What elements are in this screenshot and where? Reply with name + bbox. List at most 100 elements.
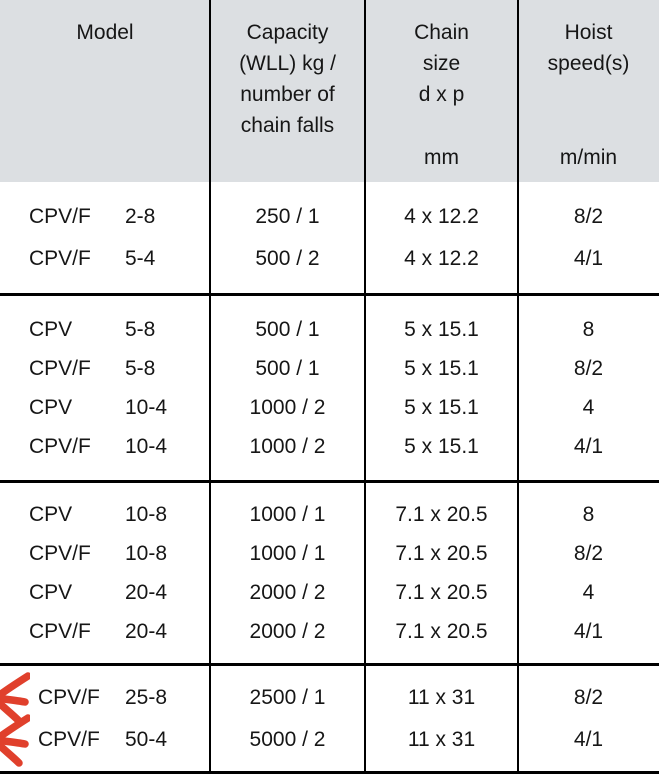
header-unit	[210, 146, 365, 170]
speed-cell: 8	[582, 318, 595, 341]
model-name: CPV	[29, 396, 73, 419]
model-name: CPV/F	[29, 542, 91, 565]
header-title-line: speed(s)	[547, 52, 630, 75]
header-title: Capacity (WLL) kg / number of chain fall…	[210, 17, 365, 141]
model-cell: CPV/F 25-8	[0, 671, 210, 725]
column-divider	[517, 0, 519, 771]
model-name: CPV/F	[29, 435, 91, 458]
model-cell: CPV 20-4	[0, 573, 210, 612]
header-cell-hoist-speed: Hoist speed(s) m/min	[518, 0, 659, 182]
model-size: 20-4	[125, 620, 168, 643]
capacity-cell: 500 / 2	[255, 246, 320, 270]
column-divider	[364, 0, 366, 771]
speed-cell: 4/1	[573, 435, 604, 458]
capacity-cell: 5000 / 2	[249, 727, 326, 751]
speed-cell: 8/2	[573, 542, 604, 565]
model-size: 5-4	[125, 246, 156, 270]
capacity-cell: 2000 / 2	[249, 581, 326, 604]
capacity-cell: 500 / 1	[255, 357, 320, 380]
chain-size-cell: 5 x 15.1	[404, 435, 479, 458]
header-unit-mm: mm	[424, 146, 459, 169]
header-cell-model: Model	[0, 0, 210, 182]
header-unit	[0, 146, 210, 170]
chain-size-cell: 7.1 x 20.5	[395, 503, 488, 526]
model-size: 20-4	[125, 581, 168, 604]
table-row: CPV 20-4 2000 / 2 7.1 x 20.5 4	[0, 573, 659, 612]
header-title: Model	[0, 17, 210, 48]
model-size: 25-8	[125, 685, 168, 709]
header-title-line: (WLL) kg /	[239, 52, 336, 75]
header-title-line: size	[422, 52, 461, 75]
model-cell: CPV 10-4	[0, 388, 210, 427]
header-title-line: number of	[240, 83, 335, 106]
table-row: CPV/F 50-4 5000 / 2 11 x 31 4/1	[0, 713, 659, 767]
header-title-line: Hoist	[564, 21, 613, 44]
model-cell: CPV/F 20-4	[0, 612, 210, 651]
model-size: 50-4	[125, 727, 168, 751]
chain-size-cell: 7.1 x 20.5	[395, 620, 488, 643]
model-cell: CPV/F 5-8	[0, 349, 210, 388]
model-size: 2-8	[125, 204, 156, 228]
model-cell: CPV/F 50-4	[0, 713, 210, 767]
model-name: CPV	[29, 503, 73, 526]
table-row: CPV/F 5-8 500 / 1 5 x 15.1 8/2	[0, 349, 659, 388]
chain-size-cell: 11 x 31	[407, 685, 476, 709]
header-cell-capacity: Capacity (WLL) kg / number of chain fall…	[210, 0, 365, 182]
speed-cell: 4	[582, 396, 595, 419]
chain-size-cell: 4 x 12.2	[404, 246, 479, 270]
table-row: CPV/F 25-8 2500 / 1 11 x 31 8/2	[0, 671, 659, 725]
speed-cell: 8	[582, 503, 595, 526]
capacity-cell: 1000 / 1	[249, 542, 326, 565]
model-size: 10-4	[125, 396, 168, 419]
header-title-line: d x p	[418, 83, 465, 106]
model-name: CPV/F	[29, 357, 91, 380]
header-title-line: Chain	[414, 21, 469, 44]
red-starburst-icon	[0, 713, 30, 767]
speed-cell: 4	[582, 581, 595, 604]
model-group: CPV/F 2-8 250 / 1 4 x 12.2 8/2 CPV/F 5-4 5…	[0, 182, 659, 293]
table-row: CPV/F 10-8 1000 / 1 7.1 x 20.5 8/2	[0, 534, 659, 573]
model-cell: CPV/F 10-4	[0, 427, 210, 466]
model-size: 10-8	[125, 503, 168, 526]
model-name: CPV/F	[38, 685, 100, 709]
speed-cell: 4/1	[573, 727, 604, 751]
model-cell: CPV/F 5-4	[0, 238, 210, 280]
table-row: CPV/F 20-4 2000 / 2 7.1 x 20.5 4/1	[0, 612, 659, 651]
model-name: CPV	[29, 318, 73, 341]
speed-cell: 8/2	[573, 204, 604, 228]
model-size: 5-8	[125, 357, 156, 380]
speed-cell: 8/2	[573, 357, 604, 380]
table-header: Model Capacity (WLL) kg / number of chai…	[0, 0, 659, 182]
model-name: CPV/F	[29, 620, 91, 643]
model-name: CPV/F	[38, 727, 100, 751]
capacity-cell: 500 / 1	[255, 318, 320, 341]
capacity-cell: 1000 / 2	[249, 396, 326, 419]
chain-size-cell: 5 x 15.1	[404, 396, 479, 419]
table-row: CPV 5-8 500 / 1 5 x 15.1 8	[0, 310, 659, 349]
chain-size-cell: 7.1 x 20.5	[395, 581, 488, 604]
chain-size-cell: 5 x 15.1	[404, 357, 479, 380]
model-cell: CPV/F 2-8	[0, 196, 210, 238]
model-name: CPV	[29, 581, 73, 604]
capacity-cell: 2000 / 2	[249, 620, 326, 643]
model-group: CPV 5-8 500 / 1 5 x 15.1 8 CPV/F 5-8 500 /…	[0, 293, 659, 480]
model-size: 5-8	[125, 318, 156, 341]
model-cell: CPV 5-8	[0, 310, 210, 349]
header-title: Chain size d x p	[365, 17, 518, 110]
model-cell: CPV/F 10-8	[0, 534, 210, 573]
capacity-cell: 1000 / 1	[249, 503, 326, 526]
model-name: CPV/F	[29, 246, 91, 270]
red-starburst-icon	[0, 671, 30, 725]
model-cell: CPV 10-8	[0, 495, 210, 534]
chain-size-cell: 7.1 x 20.5	[395, 542, 488, 565]
model-group: CPV/F 25-8 2500 / 1 11 x 31 8/2 CPV/F 50-	[0, 663, 659, 771]
table-row: CPV 10-8 1000 / 1 7.1 x 20.5 8	[0, 495, 659, 534]
header-title: Hoist speed(s)	[518, 17, 659, 79]
speed-cell: 4/1	[573, 246, 604, 270]
table-row: CPV/F 5-4 500 / 2 4 x 12.2 4/1	[0, 238, 659, 280]
model-group: CPV 10-8 1000 / 1 7.1 x 20.5 8 CPV/F 10-8 …	[0, 480, 659, 663]
table-row: CPV 10-4 1000 / 2 5 x 15.1 4	[0, 388, 659, 427]
capacity-cell: 2500 / 1	[249, 685, 326, 709]
chain-size-cell: 11 x 31	[407, 727, 476, 751]
